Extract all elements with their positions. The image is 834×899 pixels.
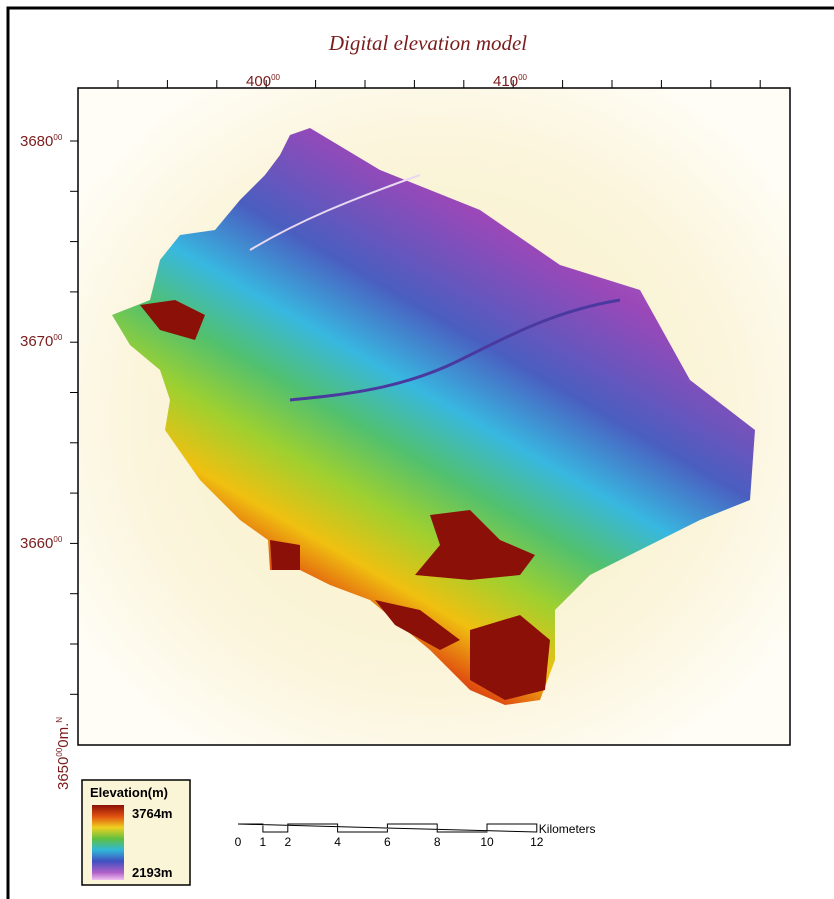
corner-label: 3650000m.N	[55, 717, 72, 790]
y-label-main: 3680	[20, 133, 53, 150]
y-label: 368000	[20, 133, 63, 150]
scale-label: 0	[235, 835, 242, 849]
x-label-sup: 00	[518, 73, 527, 82]
map-title: Digital elevation model	[328, 31, 527, 55]
y-label-sup: 00	[53, 133, 62, 142]
y-label: 367000	[20, 333, 63, 350]
scale-label: 12	[530, 835, 544, 849]
scale-unit: Kilometers	[539, 822, 596, 836]
legend-title: Elevation(m)	[90, 785, 168, 800]
scale-line	[238, 824, 537, 832]
scale-label: 10	[480, 835, 494, 849]
scale-label: 4	[334, 835, 341, 849]
y-label-main: 3670	[20, 333, 53, 350]
scale-label: 8	[434, 835, 441, 849]
legend-ramp	[92, 805, 124, 880]
scale-label: 2	[284, 835, 291, 849]
corner-rest: 0m.	[55, 723, 72, 748]
scale-label: 6	[384, 835, 391, 849]
scale-label: 1	[260, 835, 267, 849]
x-label-sup: 00	[271, 73, 280, 82]
legend-max: 3764m	[132, 806, 172, 821]
x-label-main: 410	[493, 73, 518, 90]
legend: Elevation(m) 3764m 2193m	[82, 780, 190, 885]
y-label-sup: 00	[53, 535, 62, 544]
legend-min: 2193m	[132, 865, 172, 880]
x-label-main: 400	[246, 73, 271, 90]
y-label-main: 3660	[20, 535, 53, 552]
y-label-sup: 00	[53, 333, 62, 342]
map-figure: Digital elevation model Elevation(m) 376…	[0, 0, 834, 899]
corner-sup2: N	[55, 717, 64, 723]
corner-main: 3650	[55, 757, 72, 790]
y-label: 366000	[20, 535, 63, 552]
